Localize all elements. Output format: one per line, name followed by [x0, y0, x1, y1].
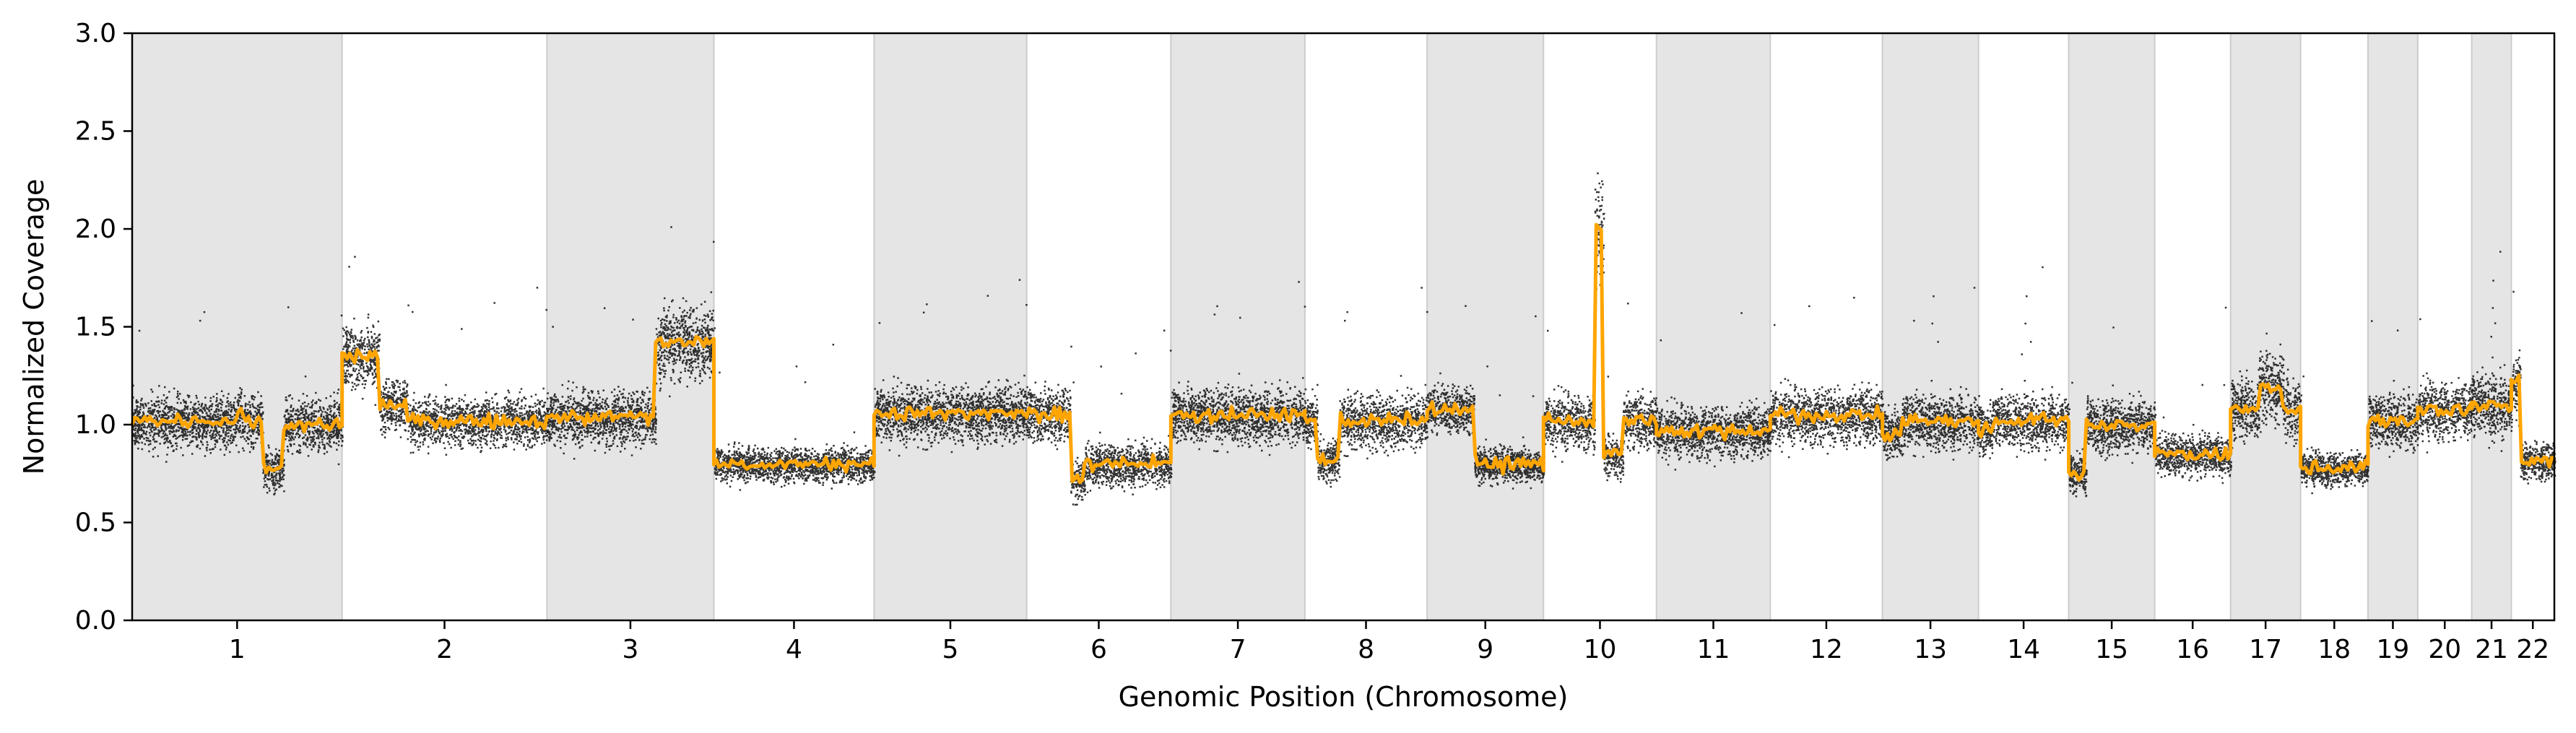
points-chr9	[1427, 305, 1545, 490]
segment-line	[130, 222, 2554, 485]
x-tick-label: 7	[1230, 635, 1246, 664]
y-tick-label: 2.5	[75, 117, 116, 147]
y-tick-label: 1.0	[75, 410, 116, 440]
points-chr12	[1770, 297, 1884, 459]
x-tick-label: 3	[622, 635, 638, 664]
points-chr1	[132, 306, 344, 495]
band-chr13	[1882, 33, 1979, 620]
x-tick-label: 16	[2176, 635, 2209, 664]
x-tick-label: 12	[1810, 635, 1843, 664]
points-chr18	[2300, 376, 2370, 495]
y-tick-label: 2.0	[75, 214, 116, 244]
x-tick-label: 15	[2095, 635, 2128, 664]
x-tick-label: 1	[229, 635, 246, 664]
x-axis-label: Genomic Position (Chromosome)	[1119, 681, 1569, 713]
band-chr7	[1171, 33, 1305, 620]
x-tick-label: 13	[1914, 635, 1947, 664]
x-tick-label: 19	[2377, 635, 2410, 664]
points-chr4	[714, 344, 876, 491]
x-tick-label: 20	[2428, 635, 2461, 664]
x-tick-label: 18	[2317, 635, 2351, 664]
points-chr16	[2154, 306, 2233, 485]
points-chr6	[1026, 329, 1173, 506]
points-chr5	[874, 279, 1029, 457]
points-chr13	[1882, 287, 1980, 461]
x-tick-label: 6	[1090, 635, 1107, 664]
x-tick-label: 4	[786, 635, 802, 664]
x-axis: 1 2 3 4 5 6 7 8 9 10 11 12 13 14 15 16 17 18 19 20 21 22	[229, 620, 2549, 664]
band-chr15	[2068, 33, 2155, 620]
points-chr21	[2471, 251, 2513, 452]
band-chr1	[132, 33, 342, 620]
x-tick-label: 2	[436, 635, 453, 664]
x-tick-label: 22	[2516, 635, 2549, 664]
y-tick-label: 0.0	[75, 606, 116, 636]
points-chr17	[2230, 332, 2302, 449]
x-tick-label: 5	[942, 635, 959, 664]
points-chr3	[547, 226, 716, 460]
band-chr5	[874, 33, 1027, 620]
x-tick-label: 17	[2249, 635, 2282, 664]
plot-frame	[131, 32, 2556, 622]
x-tick-label: 9	[1477, 635, 1493, 664]
y-axis: 0.0 0.5 1.0 1.5 2.0 2.5 3.0	[75, 19, 132, 636]
band-chr21	[2471, 33, 2512, 620]
x-tick-label: 21	[2475, 635, 2508, 664]
x-tick-label: 14	[2007, 635, 2040, 664]
x-tick-label: 10	[1584, 635, 1617, 664]
x-tick-label: 8	[1358, 635, 1374, 664]
points-chr8	[1305, 287, 1429, 488]
y-tick-label: 1.5	[75, 313, 116, 342]
points-chr11	[1656, 312, 1772, 471]
y-tick-label: 3.0	[75, 19, 116, 48]
band-chr9	[1427, 33, 1544, 620]
y-tick-label: 0.5	[75, 508, 116, 538]
chromosome-bands	[131, 33, 2512, 620]
points-chr15	[2068, 326, 2157, 498]
x-tick-label: 11	[1697, 635, 1730, 664]
y-axis-label: Normalized Coverage	[18, 179, 50, 475]
band-chr19	[2368, 33, 2418, 620]
band-chr11	[1656, 33, 1771, 620]
band-chr17	[2230, 33, 2301, 620]
points-chr20	[2418, 318, 2473, 454]
